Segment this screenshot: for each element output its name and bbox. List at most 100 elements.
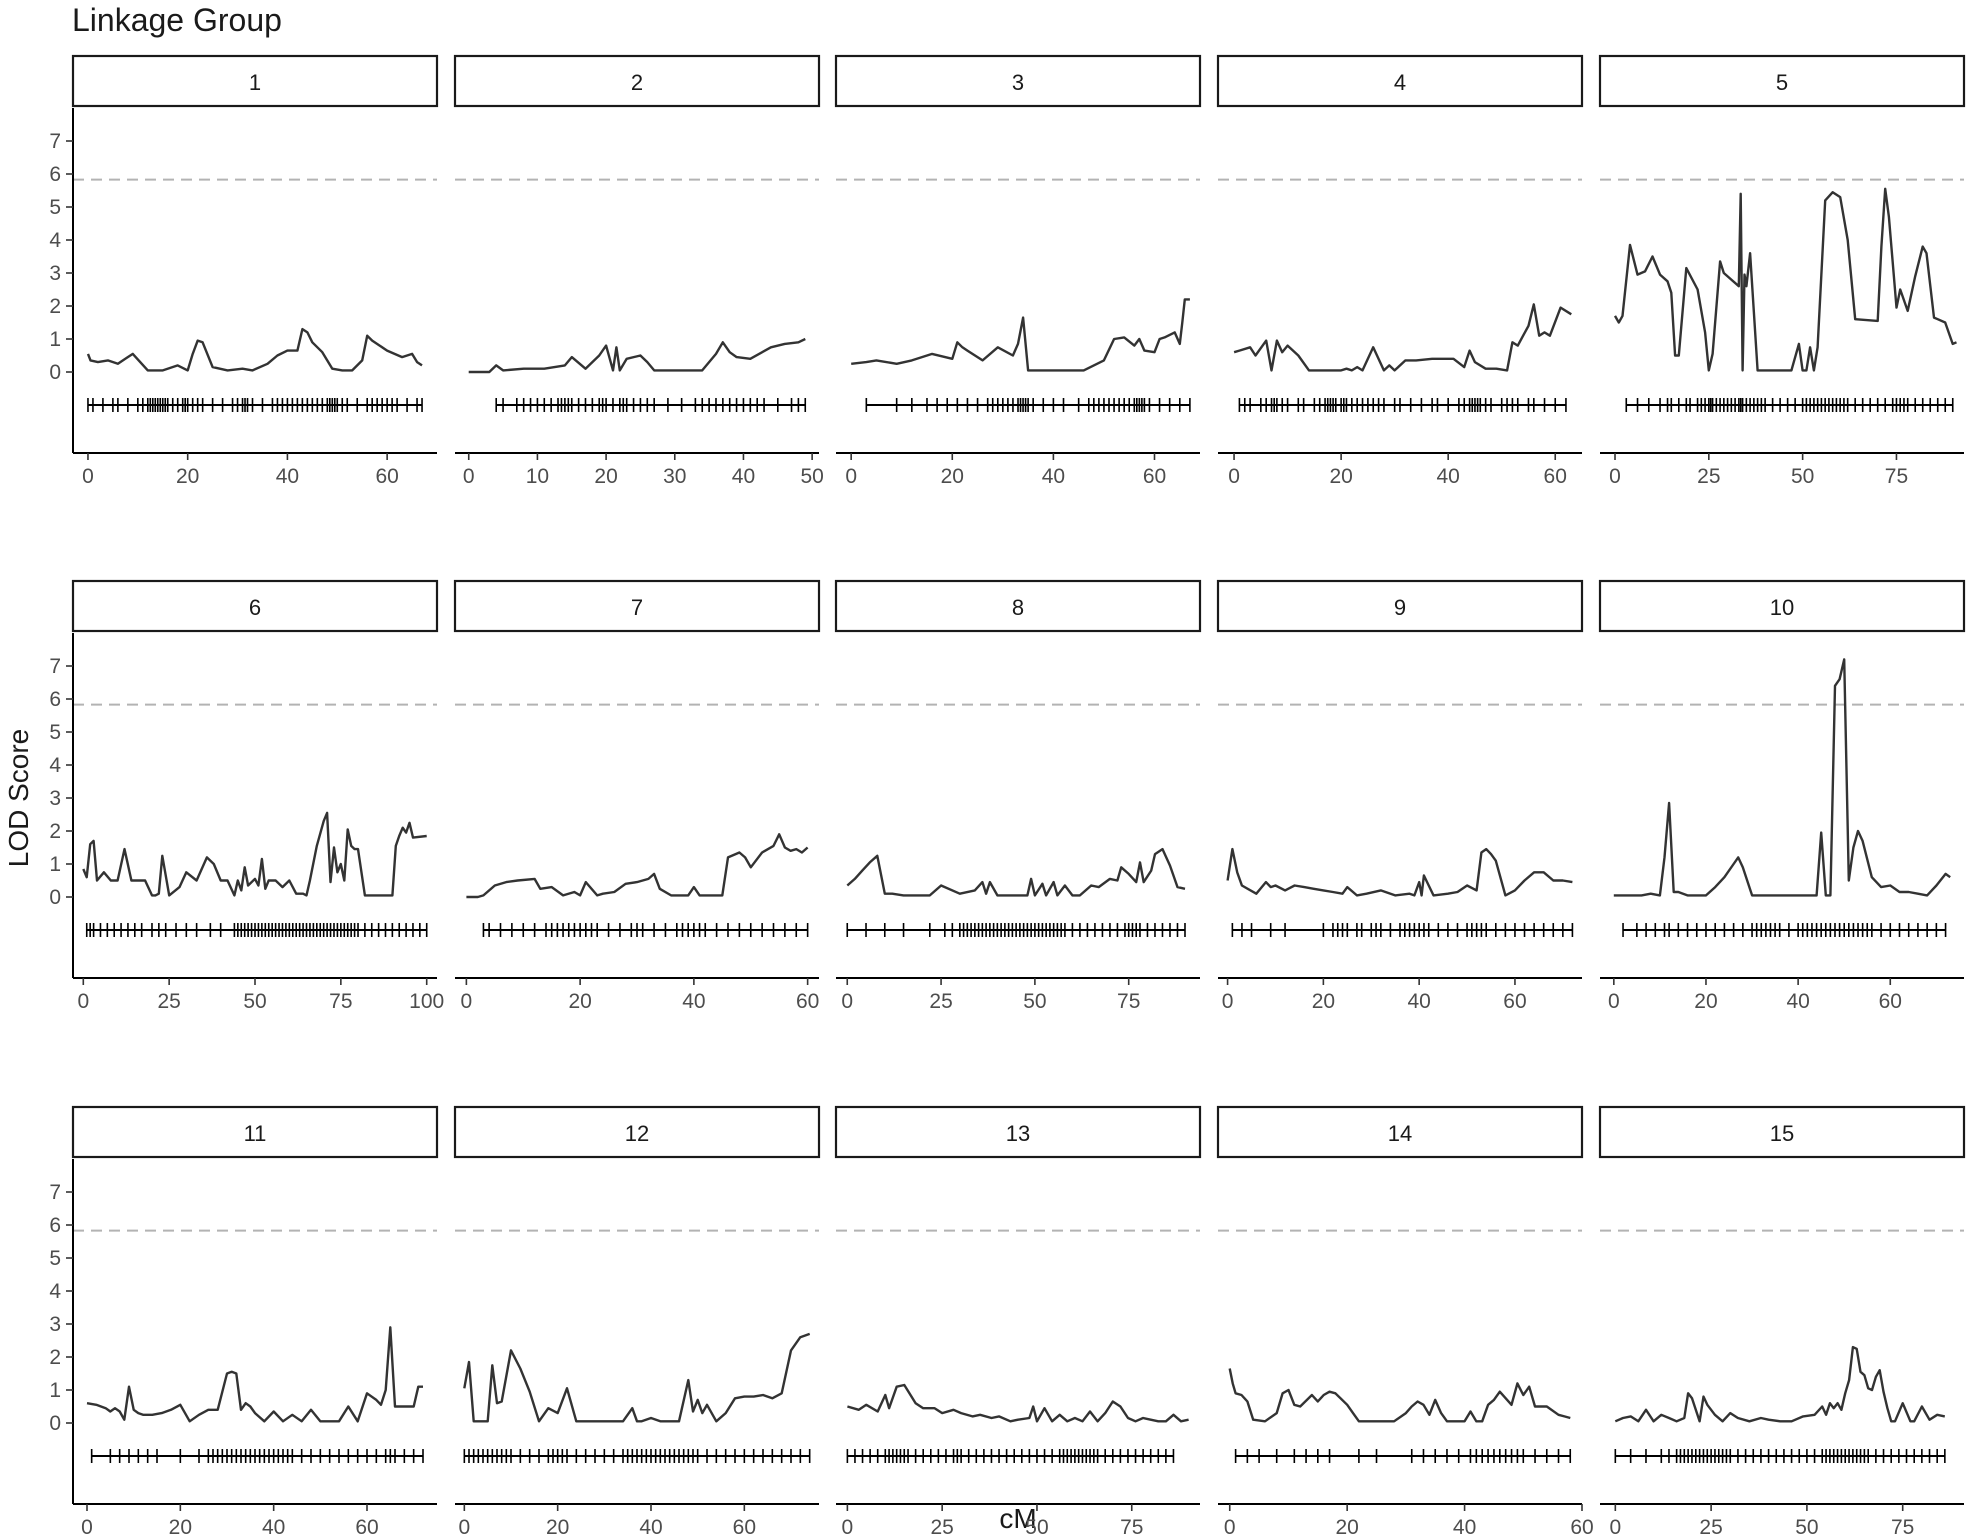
x-tick-label: 20	[594, 465, 617, 488]
x-tick-label: 25	[157, 990, 180, 1013]
strip-box	[453, 1105, 821, 1159]
x-tick-label: 60	[1503, 990, 1526, 1013]
chart-title: Linkage Group	[72, 2, 282, 38]
strip-box	[453, 54, 821, 108]
x-tick-label: 40	[1453, 1516, 1476, 1535]
facet-panel-7: 7 0 20 40 60	[453, 579, 821, 1013]
x-tick-label: 75	[1885, 465, 1908, 488]
x-tick-label: 25	[1697, 465, 1720, 488]
lod-series-line	[86, 327, 423, 372]
y-axis-title: LOD Score	[3, 729, 34, 868]
y-tick-label: 0	[49, 886, 61, 909]
x-tick-label: 40	[1042, 465, 1065, 488]
y-tick-label: 4	[49, 754, 61, 777]
x-tick-label: 60	[375, 465, 398, 488]
x-tick-label: 0	[77, 990, 89, 1013]
lod-series-line	[1614, 1345, 1946, 1423]
strip-box	[1216, 54, 1584, 108]
x-tick-label: 0	[461, 990, 473, 1013]
strip-label: 5	[1776, 70, 1788, 95]
lod-series-line	[468, 337, 806, 374]
strip-label: 11	[244, 1121, 267, 1146]
x-tick-label: 20	[1329, 465, 1352, 488]
x-tick-label: 0	[845, 465, 857, 488]
y-tick-label: 2	[49, 295, 61, 318]
strip-label: 8	[1012, 595, 1024, 620]
facet-panel-14: 14 0 20 40 60	[1216, 1105, 1594, 1535]
strip-label: 12	[625, 1121, 649, 1146]
lod-series-line	[846, 847, 1186, 897]
lod-series-line	[851, 298, 1190, 372]
facet-panel-9: 9 0 20 40 60	[1216, 579, 1584, 1013]
x-tick-label: 40	[1786, 990, 1809, 1013]
x-tick-label: 60	[1570, 1516, 1593, 1535]
facet-panel-6: 6 0 25 50 75 100 0 1 2 3 4 5 6 7	[49, 579, 444, 1013]
strip-label: 7	[631, 595, 643, 620]
y-tick-label: 6	[49, 1214, 61, 1237]
lod-series-line	[82, 811, 427, 897]
facet-panel-2: 20 10 20 30 40 50	[453, 54, 824, 488]
x-tick-label: 30	[663, 465, 686, 488]
strip-label: 14	[1388, 1121, 1412, 1146]
y-tick-label: 3	[49, 262, 61, 285]
x-tick-label: 40	[732, 465, 755, 488]
strip-box	[71, 54, 439, 108]
x-tick-label: 60	[1143, 465, 1166, 488]
y-tick-label: 1	[49, 1379, 61, 1402]
x-tick-label: 20	[176, 465, 199, 488]
lod-series-line	[463, 1332, 811, 1423]
x-tick-label: 0	[81, 1516, 93, 1535]
strip-box	[1598, 1105, 1966, 1159]
facet-panel-15: 15 0 25 50 75	[1598, 1105, 1966, 1535]
strip-label: 2	[631, 70, 643, 95]
x-tick-label: 40	[1436, 465, 1459, 488]
facet-panel-3: 3 0 20 40 60	[834, 54, 1202, 488]
x-tick-label: 0	[82, 465, 94, 488]
x-tick-label: 0	[842, 1516, 854, 1535]
strip-label: 13	[1006, 1121, 1030, 1146]
x-tick-label: 0	[1222, 990, 1234, 1013]
x-tick-label: 0	[1224, 1516, 1236, 1535]
x-tick-label: 60	[355, 1516, 378, 1535]
x-tick-label: 75	[1117, 990, 1140, 1013]
y-tick-label: 6	[49, 163, 61, 186]
y-tick-label: 1	[49, 853, 61, 876]
x-tick-label: 40	[682, 990, 705, 1013]
facet-panel-1: 1 0 20 40 60 0 1 2 3 4 5 6 7	[49, 54, 439, 488]
x-tick-label: 20	[941, 465, 964, 488]
x-tick-label: 20	[169, 1516, 192, 1535]
x-tick-label: 60	[796, 990, 819, 1013]
strip-label: 4	[1394, 70, 1406, 95]
strip-label: 15	[1770, 1121, 1794, 1146]
facet-panel-8: 8 0 25 50 75	[834, 579, 1202, 1013]
x-tick-label: 50	[1025, 1516, 1048, 1535]
x-tick-label: 20	[1312, 990, 1335, 1013]
strip-box	[1598, 54, 1966, 108]
strip-box	[834, 54, 1202, 108]
facet-panel-4: 40 20 40 60	[1216, 54, 1584, 488]
strip-label: 6	[249, 595, 261, 620]
strip-box	[834, 579, 1202, 633]
strip-box	[1216, 1105, 1584, 1159]
y-tick-label: 2	[49, 820, 61, 843]
facet-panel-10: 10 0 20 40 60	[1598, 579, 1966, 1013]
x-tick-label: 40	[262, 1516, 285, 1535]
y-tick-label: 4	[49, 229, 61, 252]
strip-box	[71, 579, 439, 633]
lod-series-line	[1226, 847, 1573, 897]
strip-box	[71, 1105, 439, 1159]
y-tick-label: 0	[49, 1412, 61, 1435]
strip-label: 10	[1770, 595, 1794, 620]
facet-panel-13: 13 0 25 50 75	[834, 1105, 1202, 1535]
y-tick-label: 7	[49, 655, 61, 678]
y-tick-label: 5	[49, 1247, 61, 1270]
strip-label: 9	[1394, 595, 1406, 620]
x-axis-title: cM	[999, 1503, 1036, 1534]
strip-label: 3	[1012, 70, 1024, 95]
x-tick-label: 25	[929, 990, 952, 1013]
y-tick-label: 7	[49, 1181, 61, 1204]
facet-panel-5: 50 25 50 75	[1598, 54, 1966, 488]
lod-series-line	[1613, 658, 1951, 897]
x-tick-label: 25	[930, 1516, 953, 1535]
